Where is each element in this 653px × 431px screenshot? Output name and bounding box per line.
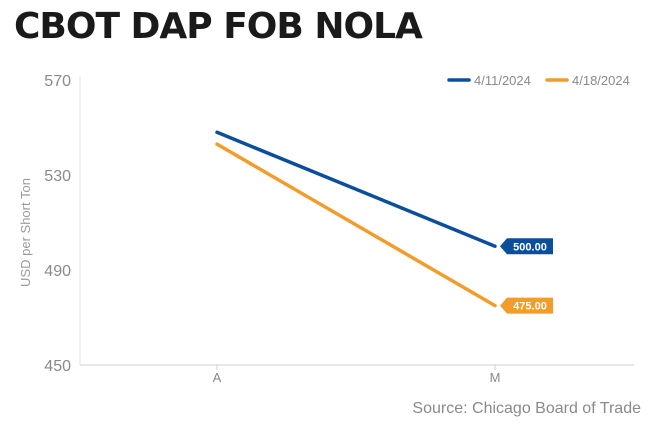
- value-label-2: 475.00: [513, 301, 547, 313]
- legend-label-2: 4/18/2024: [572, 73, 630, 88]
- y-axis-title: USD per Short Ton: [18, 178, 33, 287]
- value-label-bg-1: [500, 238, 553, 255]
- x-tick-label: M: [490, 370, 501, 385]
- value-label-bg-2: [500, 297, 553, 314]
- chart-title: CBOT DAP FOB NOLA: [14, 6, 423, 47]
- legend: 4/11/2024 4/18/2024: [447, 73, 630, 88]
- y-axis-ticks: 570 530 490 450: [44, 73, 71, 375]
- legend-label-1: 4/11/2024: [474, 73, 531, 88]
- chart-source: Source: Chicago Board of Trade: [412, 400, 641, 417]
- value-label-1: 500.00: [513, 241, 547, 253]
- series-group: 500.00 475.00: [215, 130, 553, 314]
- y-tick-label: 530: [44, 168, 71, 185]
- series-line-1: [215, 130, 497, 248]
- y-tick-label: 570: [44, 73, 71, 90]
- series-line-2: [215, 142, 497, 308]
- y-tick-label: 450: [44, 358, 71, 375]
- y-tick-label: 490: [44, 263, 71, 280]
- x-tick-label: A: [213, 370, 222, 385]
